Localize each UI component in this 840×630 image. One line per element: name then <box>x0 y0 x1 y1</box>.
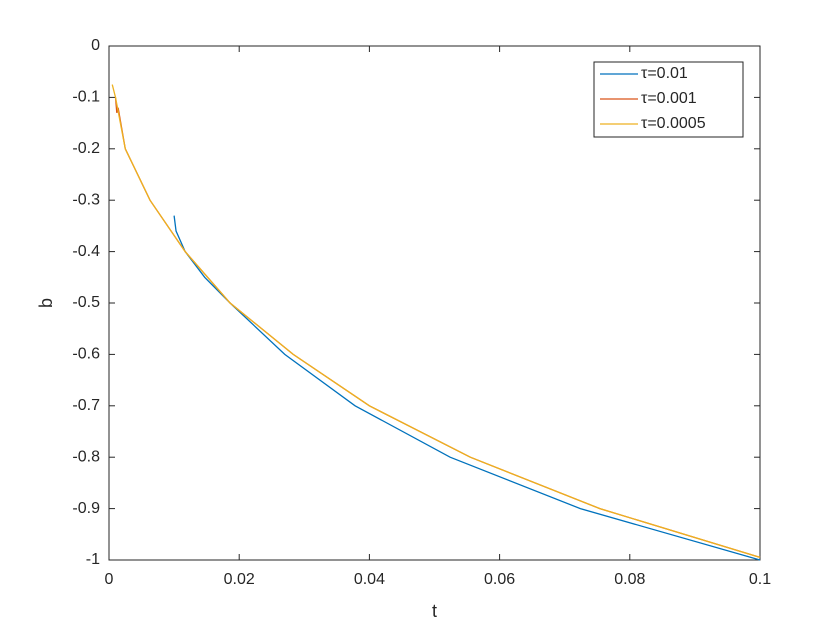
series-line <box>111 84 761 559</box>
y-tick-label: -0.8 <box>72 448 100 465</box>
legend-label: τ=0.01 <box>641 65 688 82</box>
y-tick-label: -0.1 <box>72 89 100 106</box>
y-tick-label: -0.2 <box>72 140 100 157</box>
y-tick-label: -0.9 <box>72 500 100 517</box>
x-tick-label: 0.08 <box>614 571 645 588</box>
series-line <box>173 215 761 561</box>
y-tick-label: -0.7 <box>72 397 100 414</box>
y-tick-label: -1 <box>86 551 100 568</box>
y-tick-label: -0.5 <box>72 294 100 311</box>
y-tick-label: -0.4 <box>72 243 100 260</box>
y-axis-label: b <box>36 298 56 308</box>
y-tick-label: -0.6 <box>72 346 100 363</box>
legend-label: τ=0.001 <box>641 90 697 107</box>
x-tick-label: 0.04 <box>354 571 385 588</box>
x-tick-label: 0 <box>105 571 114 588</box>
legend-label: τ=0.0005 <box>641 115 706 132</box>
x-tick-label: 0.1 <box>749 571 771 588</box>
x-tick-label: 0.06 <box>484 571 515 588</box>
y-tick-label: 0 <box>91 37 100 54</box>
x-tick-label: 0.02 <box>224 571 255 588</box>
y-tick-label: -0.3 <box>72 191 100 208</box>
x-axis-label: t <box>432 601 437 621</box>
